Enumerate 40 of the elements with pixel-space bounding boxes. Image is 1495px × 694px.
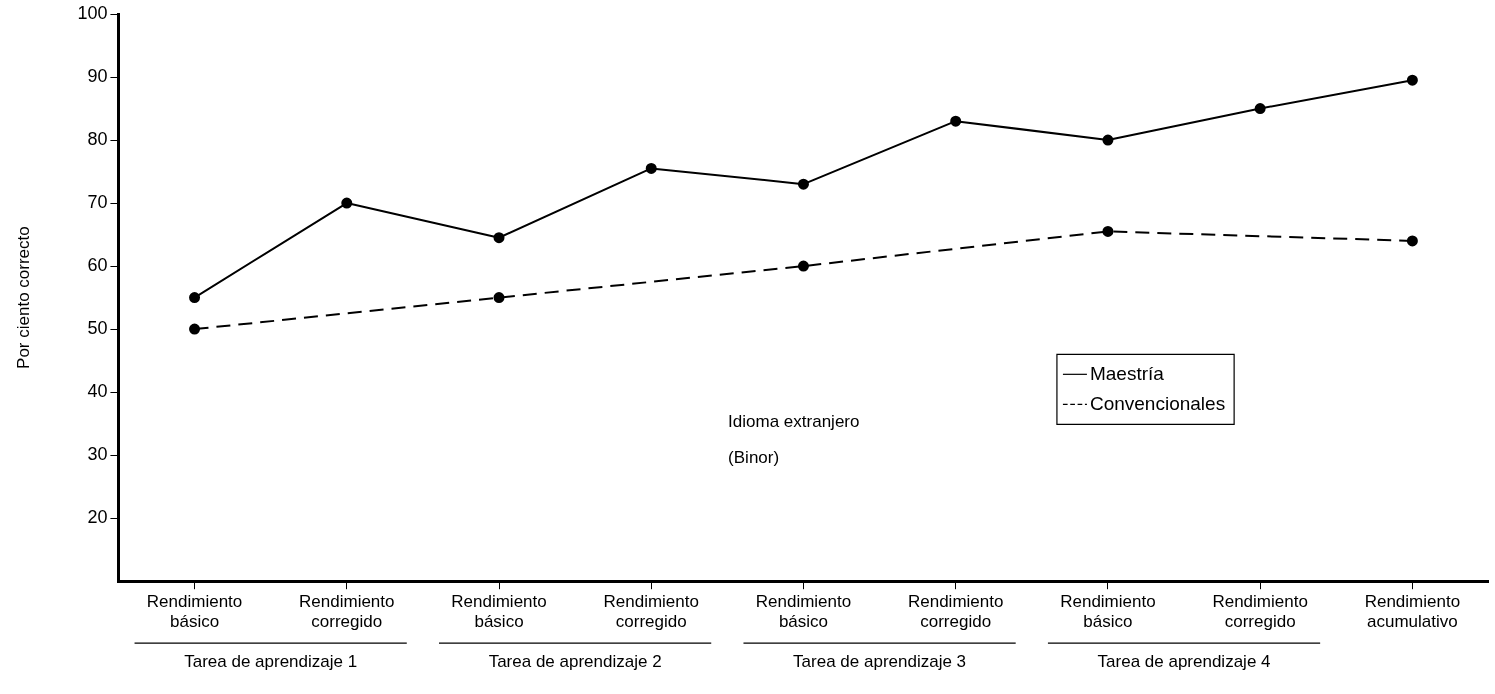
point xyxy=(797,178,809,190)
annotation: Idioma extranjero (Binor) xyxy=(728,412,860,468)
text: Tarea de aprendizaje 4 xyxy=(1097,651,1271,671)
legend-label: Maestría xyxy=(1089,362,1165,384)
x-tick-label: Rendimiento básico xyxy=(451,592,547,632)
point xyxy=(1254,103,1266,115)
point xyxy=(189,292,201,304)
point xyxy=(645,162,657,174)
x-tick-label: Rendimiento corregido xyxy=(299,592,395,632)
x-tick-label: Rendimiento básico xyxy=(755,592,852,632)
y-tick-label: 60 xyxy=(87,255,108,276)
text: Tarea de aprendizaje 3 xyxy=(793,651,967,671)
point xyxy=(189,323,201,335)
x-tick-label: Rendimiento básico xyxy=(146,592,243,632)
point xyxy=(1102,134,1114,146)
text: Tarea de aprendizaje 2 xyxy=(488,651,662,671)
y-tick-label: 70 xyxy=(87,192,108,213)
x-tick-label: Rendimiento básico xyxy=(1060,592,1156,632)
y-tick-label: 80 xyxy=(87,129,108,150)
y-tick-label: 20 xyxy=(87,507,108,528)
point xyxy=(341,197,353,209)
y-axis-title: Por ciento correcto xyxy=(13,226,33,369)
x-tick-label: Rendimiento corregido xyxy=(907,592,1004,632)
point xyxy=(797,260,809,272)
x-tick-label: Rendimiento corregido xyxy=(603,592,699,632)
x-tick-label: Rendimiento corregido xyxy=(1212,592,1308,632)
point xyxy=(950,115,962,127)
point xyxy=(1102,225,1114,237)
point xyxy=(1406,74,1418,86)
y-tick-label: 30 xyxy=(87,444,108,465)
text: Tarea de aprendizaje 1 xyxy=(184,651,358,671)
y-tick-label: 50 xyxy=(87,318,108,339)
y-tick-label: 90 xyxy=(87,65,108,86)
point xyxy=(1406,235,1418,247)
legend-label: Convencionales xyxy=(1089,392,1226,414)
x-tick-label: Rendimiento acumulativo xyxy=(1364,592,1461,632)
point xyxy=(493,292,505,304)
y-tick-label: 40 xyxy=(87,381,108,402)
point xyxy=(493,232,505,244)
y-tick-label: 100 xyxy=(77,2,108,23)
